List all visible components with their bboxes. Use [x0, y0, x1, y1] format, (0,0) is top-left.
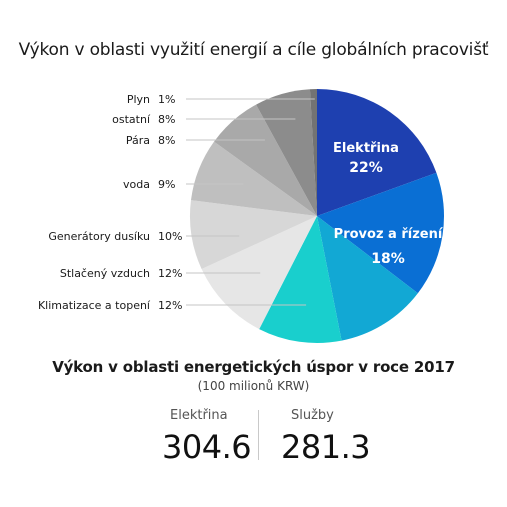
slice-value-ostatni: 8%: [158, 113, 175, 126]
slice-value-plyn: 1%: [158, 93, 175, 106]
pie-slice-generatory-dusiku: [189, 200, 317, 270]
slice-value-generatory-dusiku: 10%: [158, 230, 182, 243]
slice-value-para: 8%: [158, 134, 175, 147]
pie-slice-plyn: [309, 89, 317, 216]
slice-value-klimatizace-a-topeni: 12%: [158, 299, 182, 312]
pie-slice-ostatni: [256, 89, 317, 216]
services-savings-value: 281.3: [281, 428, 371, 466]
slice-label-klimatizace-a-topeni: Klimatizace a topení: [38, 299, 151, 312]
savings-unit: (100 milionů KRW): [197, 379, 310, 393]
chart-title: Výkon v oblasti využití energií a cíle g…: [18, 40, 489, 60]
pie-slice-para: [214, 104, 317, 216]
savings-title: Výkon v oblasti energetických úspor v ro…: [52, 358, 455, 376]
slice-label-elektrina: Elektřina: [333, 141, 399, 156]
slice-label-ostatni: ostatní: [112, 113, 151, 126]
pie-slice-elektrina: [317, 89, 437, 216]
slice-value-voda: 9%: [158, 178, 175, 191]
pie-slice-provoz-a-rizeni: [317, 172, 445, 294]
slice-label-plyn: Plyn: [127, 93, 150, 106]
pie-slice-klimatizace-a-topeni: [259, 216, 342, 343]
slice-label-provoz-a-rizeni: Provoz a řízení: [334, 227, 444, 242]
slice-value-stlaceny-vzduch: 12%: [158, 267, 182, 280]
slice-label-stlaceny-vzduch: Stlačený vzduch: [60, 267, 150, 280]
slice-value-elektrina: 22%: [349, 160, 383, 176]
savings-divider: [258, 410, 259, 460]
slice-label-generatory-dusiku: Generátory dusíku: [48, 230, 150, 243]
slice-value-provoz-a-rizeni: 18%: [371, 251, 405, 267]
slice-label-para: Pára: [126, 134, 150, 147]
pie-slice-voda: [190, 141, 317, 216]
electricity-savings-value: 304.6: [162, 428, 252, 466]
slice-label-voda: voda: [123, 178, 150, 191]
electricity-savings-label: Elektřina: [170, 408, 228, 423]
pie-slice-unlabeled-2: [317, 216, 418, 341]
services-savings-label: Služby: [291, 408, 334, 423]
